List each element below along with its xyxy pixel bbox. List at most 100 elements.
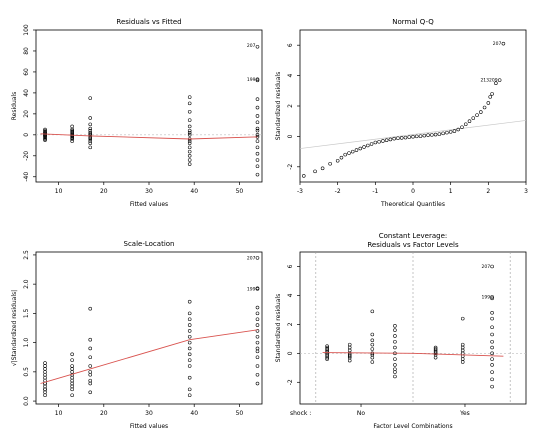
data-point [187, 299, 192, 304]
y-tick-label: -2 [287, 164, 294, 170]
data-point [187, 329, 192, 333]
data-point [479, 110, 483, 114]
data-point [43, 372, 47, 377]
point-label: 199 [247, 77, 256, 83]
data-point [433, 345, 438, 350]
x-tick-label: 20 [100, 188, 108, 195]
data-point [70, 352, 74, 357]
data-point [255, 372, 260, 377]
y-tick-label: 60 [23, 68, 30, 76]
smoother-line [322, 352, 504, 357]
data-point [460, 360, 465, 364]
data-point [407, 135, 412, 139]
data-point [187, 393, 192, 398]
data-point [339, 155, 344, 160]
data-point [441, 131, 445, 136]
data-point [187, 323, 192, 327]
data-point [187, 311, 192, 316]
data-point [255, 164, 260, 169]
data-point [448, 130, 453, 134]
data-point [88, 96, 93, 100]
y-tick-label: 2 [287, 322, 294, 326]
y-tick-label: 100 [23, 24, 30, 36]
data-point [88, 116, 93, 120]
data-point [343, 152, 347, 157]
data-point [187, 109, 192, 114]
data-point [433, 355, 438, 360]
data-point [490, 332, 494, 337]
data-point [88, 136, 93, 140]
data-point [377, 139, 381, 144]
data-point [187, 158, 192, 162]
data-point [88, 372, 93, 377]
data-point [255, 120, 260, 125]
data-point [187, 139, 192, 143]
data-point [88, 378, 93, 383]
data-point [255, 158, 260, 162]
data-point [433, 347, 438, 351]
data-point [381, 139, 385, 143]
y-tick-label: -40 [23, 172, 30, 182]
data-point [313, 169, 317, 174]
data-point [255, 44, 260, 49]
data-point [403, 135, 408, 140]
residuals-vs-fitted-panel: Residuals vs Fitted 10 20 30 40 50 -40 -20 0 20 40… [11, 18, 263, 208]
x-tick-label: 2 [486, 188, 490, 195]
data-point [497, 78, 502, 82]
data-point [490, 357, 494, 361]
normal-qq-panel: Normal Q-Q -3 -2 -1 0 1 2 3 -2 0 2 4 6 Theoretical Qu… [275, 18, 528, 208]
data-point [460, 357, 465, 361]
point-label: 207 [482, 264, 491, 270]
data-point [255, 329, 260, 333]
data-point [187, 346, 192, 351]
data-point [255, 346, 260, 351]
data-point [43, 384, 47, 389]
y-tick-label: 0 [23, 133, 30, 137]
data-point [490, 296, 494, 301]
data-point [393, 345, 397, 350]
data-point [370, 347, 375, 351]
data-point [488, 95, 492, 99]
data-point [187, 133, 192, 137]
data-point [88, 355, 93, 360]
data-point [475, 113, 479, 117]
x-tick-label: 3 [524, 188, 528, 195]
data-point [418, 134, 423, 138]
point-label: 199 [247, 286, 256, 292]
data-point [187, 118, 192, 122]
data-point [325, 357, 329, 361]
data-point [347, 353, 352, 357]
data-point [347, 354, 352, 359]
data-point [88, 132, 93, 136]
data-point [325, 345, 329, 350]
data-point [490, 325, 494, 330]
data-point [255, 305, 260, 310]
data-point [370, 332, 375, 337]
data-point [396, 136, 400, 140]
data-point [88, 390, 93, 395]
data-point [255, 139, 260, 143]
data-point [88, 141, 93, 145]
data-point [347, 342, 352, 347]
x-axis-label: Fitted values [130, 423, 168, 430]
y-tick-label: 0 [287, 134, 294, 138]
data-point [43, 387, 47, 392]
data-point [490, 92, 494, 96]
data-point [70, 381, 74, 386]
data-point [460, 342, 465, 347]
y-tick-label: -20 [23, 151, 30, 161]
point-label: 213209 [480, 78, 497, 84]
data-point [430, 133, 434, 137]
data-point [255, 151, 260, 156]
data-point [255, 256, 260, 260]
y-axis-label: Standardized residuals [275, 294, 282, 362]
x-tick-label: 1 [449, 188, 453, 195]
data-point [70, 367, 74, 371]
smoother-line [40, 133, 258, 140]
x-axis-label: Factor Level Combinations [373, 423, 452, 430]
data-point [255, 364, 260, 368]
data-point [320, 166, 325, 171]
y-axis-label: √|Standardized residuals| [11, 290, 18, 366]
data-point [70, 370, 74, 374]
data-point [392, 136, 396, 141]
